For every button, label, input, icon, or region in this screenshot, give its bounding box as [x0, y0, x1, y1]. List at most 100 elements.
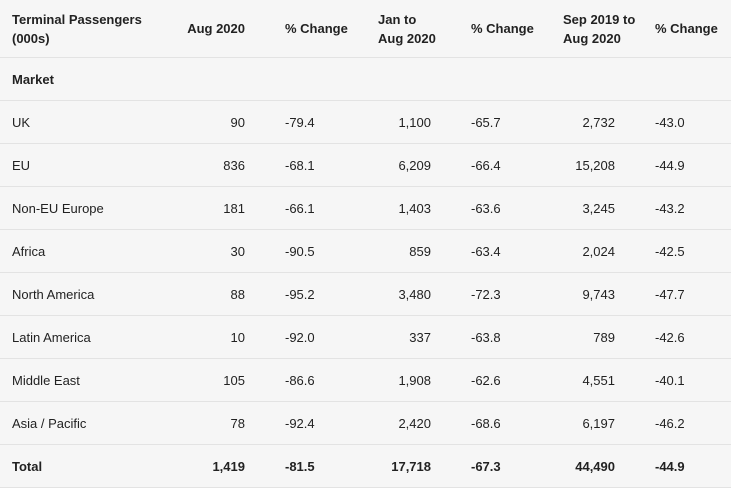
section-row: Market: [0, 57, 731, 101]
ytd-change-cell: -72.3: [459, 272, 551, 316]
table-row: Asia / Pacific 78 -92.4 2,420 -68.6 6,197 -46.…: [0, 401, 731, 445]
aug-change-cell: -90.5: [273, 229, 366, 273]
header-line: % Change: [285, 21, 348, 36]
ytd-cell: 1,908: [366, 358, 459, 402]
empty-cell: [273, 57, 366, 101]
aug-2020-cell: 30: [180, 229, 273, 273]
header-sep-to-aug: Sep 2019 to Aug 2020: [551, 0, 643, 58]
ytd-change-cell: -63.8: [459, 315, 551, 359]
ytd-change-cell: -62.6: [459, 358, 551, 402]
empty-cell: [366, 57, 459, 101]
empty-cell: [551, 57, 643, 101]
aug-2020-cell: 10: [180, 315, 273, 359]
r12-cell: 9,743: [551, 272, 643, 316]
header-line: Terminal Passengers: [12, 11, 142, 27]
aug-change-cell: -95.2: [273, 272, 366, 316]
total-aug-2020-cell: 1,419: [180, 444, 273, 488]
section-label: Market: [0, 57, 180, 101]
header-ytd-change: % Change: [459, 0, 551, 58]
market-cell: EU: [0, 143, 180, 187]
market-cell: UK: [0, 100, 180, 144]
table-row: EU 836 -68.1 6,209 -66.4 15,208 -44.9: [0, 143, 731, 187]
total-r12-change-cell: -44.9: [643, 444, 731, 488]
market-cell: Asia / Pacific: [0, 401, 180, 445]
ytd-change-cell: -68.6: [459, 401, 551, 445]
header-line: (000s): [12, 30, 50, 46]
header-line: Sep 2019 to: [563, 11, 636, 27]
r12-cell: 2,732: [551, 100, 643, 144]
total-aug-change-cell: -81.5: [273, 444, 366, 488]
header-aug-2020: Aug 2020: [180, 0, 273, 58]
total-row: Total 1,419 -81.5 17,718 -67.3 44,490 -44.9: [0, 444, 731, 488]
aug-change-cell: -79.4: [273, 100, 366, 144]
ytd-cell: 1,100: [366, 100, 459, 144]
ytd-cell: 3,480: [366, 272, 459, 316]
ytd-cell: 6,209: [366, 143, 459, 187]
header-r12-change: % Change: [643, 0, 731, 58]
aug-2020-cell: 105: [180, 358, 273, 402]
empty-cell: [459, 57, 551, 101]
market-cell: Middle East: [0, 358, 180, 402]
header-line: % Change: [471, 21, 534, 36]
r12-cell: 6,197: [551, 401, 643, 445]
table-header: Terminal Passengers (000s) Aug 2020 % Ch…: [0, 0, 731, 58]
r12-cell: 3,245: [551, 186, 643, 230]
market-cell: Non-EU Europe: [0, 186, 180, 230]
market-cell: Latin America: [0, 315, 180, 359]
aug-2020-cell: 78: [180, 401, 273, 445]
table-row: Non-EU Europe 181 -66.1 1,403 -63.6 3,245 -43.…: [0, 186, 731, 230]
r12-change-cell: -47.7: [643, 272, 731, 316]
aug-2020-cell: 90: [180, 100, 273, 144]
table-row: North America 88 -95.2 3,480 -72.3 9,743 -47.7: [0, 272, 731, 316]
ytd-change-cell: -65.7: [459, 100, 551, 144]
aug-2020-cell: 181: [180, 186, 273, 230]
total-market-cell: Total: [0, 444, 180, 488]
ytd-cell: 859: [366, 229, 459, 273]
header-terminal-passengers: Terminal Passengers (000s): [0, 0, 180, 58]
header-line: Aug 2020: [563, 30, 621, 46]
r12-cell: 789: [551, 315, 643, 359]
aug-change-cell: -66.1: [273, 186, 366, 230]
market-cell: Africa: [0, 229, 180, 273]
empty-cell: [180, 57, 273, 101]
ytd-cell: 2,420: [366, 401, 459, 445]
r12-change-cell: -43.2: [643, 186, 731, 230]
aug-2020-cell: 836: [180, 143, 273, 187]
market-cell: North America: [0, 272, 180, 316]
table-row: Latin America 10 -92.0 337 -63.8 789 -42.6: [0, 315, 731, 359]
ytd-cell: 1,403: [366, 186, 459, 230]
header-jan-to-aug: Jan to Aug 2020: [366, 0, 459, 58]
r12-cell: 4,551: [551, 358, 643, 402]
header-aug-change: % Change: [273, 0, 366, 58]
table-row: Middle East 105 -86.6 1,908 -62.6 4,551 -40.1: [0, 358, 731, 402]
aug-change-cell: -92.4: [273, 401, 366, 445]
total-ytd-change-cell: -67.3: [459, 444, 551, 488]
ytd-change-cell: -63.6: [459, 186, 551, 230]
header-line: % Change: [655, 21, 718, 36]
empty-cell: [643, 57, 731, 101]
ytd-change-cell: -63.4: [459, 229, 551, 273]
r12-cell: 15,208: [551, 143, 643, 187]
total-r12-cell: 44,490: [551, 444, 643, 488]
ytd-change-cell: -66.4: [459, 143, 551, 187]
ytd-cell: 337: [366, 315, 459, 359]
aug-2020-cell: 88: [180, 272, 273, 316]
header-line: Aug 2020: [187, 21, 245, 36]
r12-cell: 2,024: [551, 229, 643, 273]
aug-change-cell: -92.0: [273, 315, 366, 359]
table-row: UK 90 -79.4 1,100 -65.7 2,732 -43.0: [0, 100, 731, 144]
r12-change-cell: -43.0: [643, 100, 731, 144]
r12-change-cell: -42.5: [643, 229, 731, 273]
header-line: Aug 2020: [378, 30, 436, 46]
header-line: Jan to: [378, 11, 417, 27]
total-ytd-cell: 17,718: [366, 444, 459, 488]
table-body: Market UK 90 -79.4 1,100 -65.7 2,732 -43.0 EU 83…: [0, 57, 731, 488]
r12-change-cell: -42.6: [643, 315, 731, 359]
aug-change-cell: -68.1: [273, 143, 366, 187]
table-row: Africa 30 -90.5 859 -63.4 2,024 -42.5: [0, 229, 731, 273]
r12-change-cell: -46.2: [643, 401, 731, 445]
r12-change-cell: -44.9: [643, 143, 731, 187]
aug-change-cell: -86.6: [273, 358, 366, 402]
r12-change-cell: -40.1: [643, 358, 731, 402]
